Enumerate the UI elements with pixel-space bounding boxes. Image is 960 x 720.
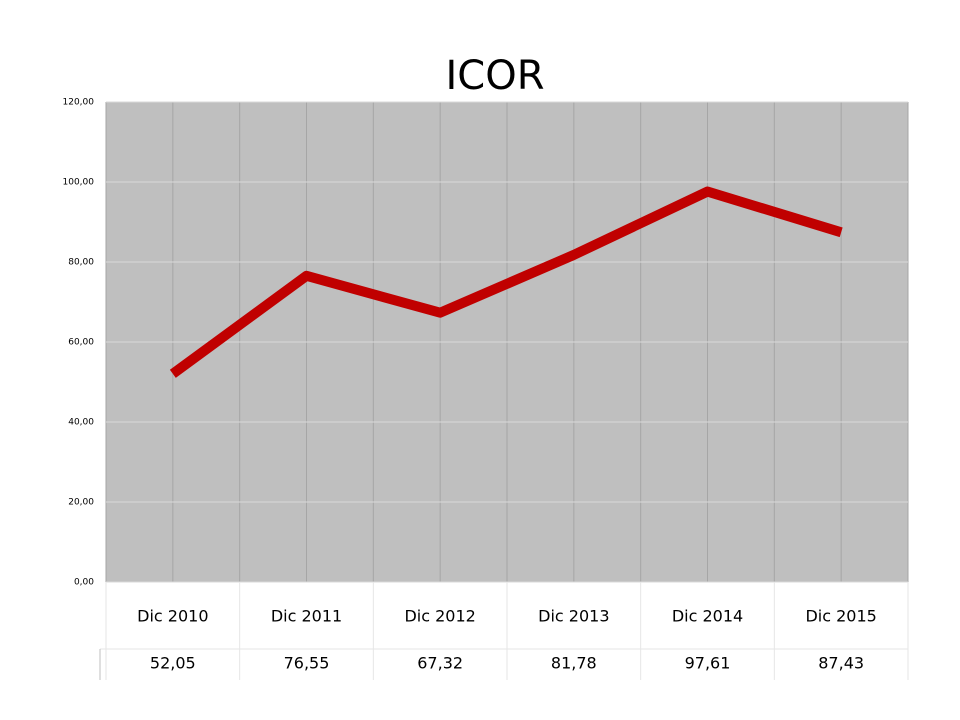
x-tick-label: Dic 2012 [404, 607, 475, 626]
value-label: 87,43 [818, 654, 864, 673]
y-tick-label: 60,00 [68, 338, 94, 348]
y-tick-label: 100,00 [63, 178, 95, 188]
y-tick-label: 120,00 [63, 98, 95, 108]
line [169, 186, 843, 378]
y-tick-label: 80,00 [68, 258, 94, 268]
x-tick-label: Dic 2014 [672, 607, 743, 626]
value-label: 81,78 [551, 654, 597, 673]
value-label: 67,32 [417, 654, 463, 673]
value-label: 52,05 [150, 654, 196, 673]
x-tick-label: Dic 2013 [538, 607, 609, 626]
y-tick-label: 40,00 [68, 418, 94, 428]
y-tick-label: 0,00 [74, 578, 94, 588]
x-tick-label: Dic 2011 [271, 607, 342, 626]
y-tick-label: 20,00 [68, 498, 94, 508]
x-tick-label: Dic 2010 [137, 607, 208, 626]
x-tick-label: Dic 2015 [805, 607, 876, 626]
value-label: 76,55 [284, 654, 330, 673]
value-label: 97,61 [685, 654, 731, 673]
chart-title: ICOR [445, 53, 544, 99]
